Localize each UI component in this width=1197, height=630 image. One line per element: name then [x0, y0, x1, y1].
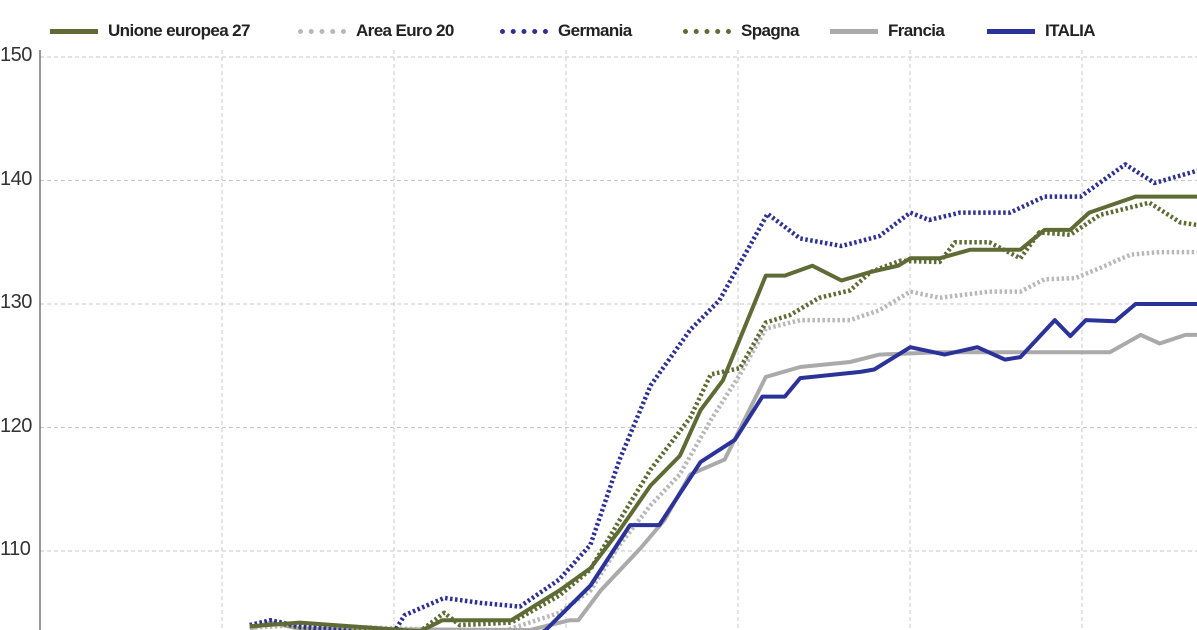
y-tick-label: 120	[0, 414, 32, 437]
legend-label: Spagna	[741, 21, 799, 40]
series-line-francia	[249, 332, 1197, 630]
legend-label: Unione europea 27	[108, 21, 251, 40]
legend-item-germania: Germania	[500, 18, 632, 44]
legend-swatch	[298, 28, 346, 34]
legend-swatch	[500, 28, 548, 34]
legend-label: Area Euro 20	[356, 21, 454, 40]
legend-item-spagna: Spagna	[683, 18, 799, 44]
series-line-area-euro-20	[249, 249, 1197, 630]
legend-swatch	[830, 28, 878, 34]
series-line-germania	[249, 162, 1197, 630]
legend-label: ITALIA	[1045, 21, 1096, 40]
legend-swatch	[50, 28, 98, 34]
series-lines	[249, 162, 1197, 630]
series-line-italia	[541, 302, 1197, 630]
y-tick-label: 150	[0, 44, 32, 66]
legend-swatch	[987, 28, 1035, 34]
legend: Unione europea 27 Area Euro 20 Germania …	[0, 18, 1197, 44]
grid	[39, 50, 1197, 630]
y-tick-label: 110	[0, 538, 31, 560]
y-tick-label: 140	[0, 167, 32, 190]
legend-label: Francia	[888, 21, 945, 40]
series-line-unione-europea-27	[249, 194, 1197, 630]
y-tick-label: 130	[0, 291, 32, 313]
legend-item-italia: ITALIA	[987, 18, 1096, 44]
legend-item-area-euro: Area Euro 20	[298, 18, 454, 44]
legend-swatch	[683, 28, 731, 34]
legend-label: Germania	[558, 21, 632, 40]
legend-item-francia: Francia	[830, 18, 945, 44]
legend-item-ue27: Unione europea 27	[50, 18, 251, 44]
series-line-spagna	[249, 200, 1197, 630]
